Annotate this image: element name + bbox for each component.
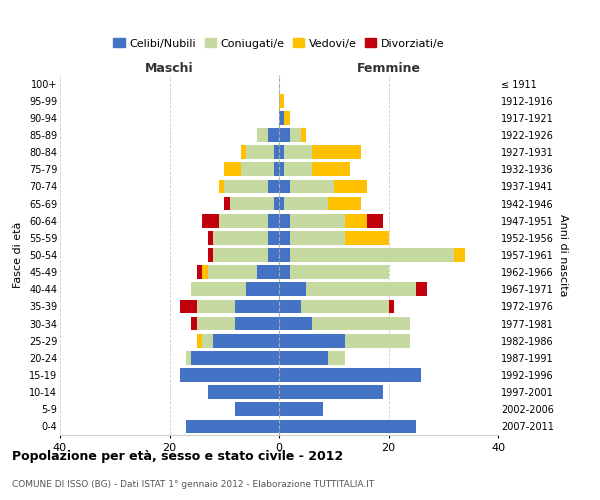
Bar (191, 351, 279, 364)
Bar (284, 162, 312, 176)
Bar (224, 196, 230, 210)
Bar (279, 282, 307, 296)
Bar (279, 316, 312, 330)
Bar (214, 231, 268, 244)
Bar (181, 300, 197, 314)
Bar (241, 162, 274, 176)
Text: Femmine: Femmine (356, 62, 421, 75)
Bar (202, 214, 219, 228)
Bar (345, 231, 389, 244)
Bar (345, 334, 410, 347)
Bar (301, 300, 389, 314)
Bar (279, 300, 301, 314)
Bar (202, 266, 208, 279)
Bar (279, 368, 421, 382)
Bar (279, 128, 290, 142)
Bar (290, 266, 389, 279)
Bar (224, 180, 268, 194)
Bar (181, 368, 279, 382)
Bar (208, 386, 279, 399)
Bar (246, 146, 274, 159)
Bar (186, 351, 191, 364)
Text: Popolazione per età, sesso e stato civile - 2012: Popolazione per età, sesso e stato civil… (12, 450, 343, 463)
Bar (279, 402, 323, 416)
Bar (454, 248, 465, 262)
Bar (274, 162, 279, 176)
Bar (301, 128, 307, 142)
Bar (290, 248, 454, 262)
Bar (279, 196, 284, 210)
Bar (274, 146, 279, 159)
Bar (268, 231, 279, 244)
Bar (208, 248, 214, 262)
Bar (197, 334, 202, 347)
Legend: Celibi/Nubili, Coniugati/e, Vedovi/e, Divorziati/e: Celibi/Nubili, Coniugati/e, Vedovi/e, Di… (109, 34, 449, 53)
Bar (290, 231, 344, 244)
Bar (312, 162, 350, 176)
Bar (279, 351, 328, 364)
Bar (279, 334, 345, 347)
Bar (224, 162, 241, 176)
Bar (307, 282, 416, 296)
Y-axis label: Anni di nascita: Anni di nascita (557, 214, 568, 296)
Bar (279, 146, 284, 159)
Text: COMUNE DI ISSO (BG) - Dati ISTAT 1° gennaio 2012 - Elaborazione TUTTITALIA.IT: COMUNE DI ISSO (BG) - Dati ISTAT 1° genn… (12, 480, 374, 489)
Bar (219, 214, 268, 228)
Bar (345, 214, 367, 228)
Bar (214, 248, 268, 262)
Bar (197, 266, 202, 279)
Bar (257, 128, 268, 142)
Bar (268, 128, 279, 142)
Bar (230, 196, 274, 210)
Bar (274, 196, 279, 210)
Bar (268, 180, 279, 194)
Bar (284, 196, 328, 210)
Bar (290, 180, 334, 194)
Bar (235, 316, 279, 330)
Bar (241, 146, 246, 159)
Bar (257, 266, 279, 279)
Bar (197, 300, 235, 314)
Bar (279, 420, 416, 434)
Bar (290, 128, 301, 142)
Bar (235, 300, 279, 314)
Bar (268, 214, 279, 228)
Bar (235, 402, 279, 416)
Bar (219, 180, 224, 194)
Bar (279, 162, 284, 176)
Bar (284, 111, 290, 124)
Bar (312, 146, 361, 159)
Bar (312, 316, 410, 330)
Bar (328, 196, 361, 210)
Bar (279, 111, 284, 124)
Bar (279, 231, 290, 244)
Bar (389, 300, 394, 314)
Bar (186, 420, 279, 434)
Bar (208, 231, 214, 244)
Bar (208, 266, 257, 279)
Bar (279, 266, 290, 279)
Bar (191, 282, 246, 296)
Bar (328, 351, 345, 364)
Bar (197, 316, 235, 330)
Bar (279, 94, 284, 108)
Bar (268, 248, 279, 262)
Bar (214, 334, 279, 347)
Bar (279, 386, 383, 399)
Bar (367, 214, 383, 228)
Y-axis label: Fasce di età: Fasce di età (13, 222, 23, 288)
Bar (246, 282, 279, 296)
Bar (284, 146, 312, 159)
Bar (191, 316, 197, 330)
Text: Maschi: Maschi (145, 62, 194, 75)
Bar (202, 334, 214, 347)
Bar (416, 282, 427, 296)
Bar (279, 180, 290, 194)
Bar (290, 214, 344, 228)
Bar (279, 214, 290, 228)
Bar (334, 180, 367, 194)
Bar (279, 248, 290, 262)
